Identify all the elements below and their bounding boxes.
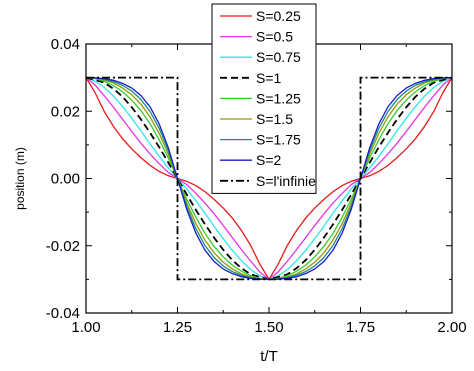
y-tick-label: 0.04 (51, 36, 80, 53)
axes: 1.00 1.25 1.50 1.75 2.00 0.04 0.02 0.00 -0.02 -0.… (13, 36, 467, 365)
y-tick-label: -0.04 (46, 305, 80, 322)
legend-label: S=0.75 (256, 49, 301, 65)
legend-label: S=1.5 (256, 111, 293, 127)
legend-label: S=1.25 (256, 90, 301, 106)
legend-label: S=0.25 (256, 8, 301, 24)
legend-label: S=1.75 (256, 132, 301, 148)
legend-label: S=l'infinie (256, 173, 316, 189)
legend-label: S=2 (256, 152, 282, 168)
series-line-8 (86, 76, 452, 281)
y-tick-label: -0.02 (46, 238, 80, 255)
x-tick-label: 1.00 (71, 319, 100, 336)
legend-label: S=0.5 (256, 29, 293, 45)
x-tick-label: 1.75 (346, 319, 375, 336)
y-axis-title: position (m) (13, 147, 27, 210)
legend: S=0.25 S=0.5 S=0.75 S=1 S=1.25 S=1.5 S=1.75 S=2… (211, 3, 317, 194)
x-tick-label: 2.00 (437, 319, 466, 336)
x-tick-label: 1.50 (254, 319, 283, 336)
y-tick-label: 0.02 (51, 103, 80, 120)
series-lines (85, 76, 453, 281)
y-tick-label: 0.00 (51, 171, 80, 188)
x-tick-label: 1.25 (163, 319, 192, 336)
legend-label: S=1 (256, 70, 282, 86)
x-axis-title: t/T (260, 348, 278, 365)
